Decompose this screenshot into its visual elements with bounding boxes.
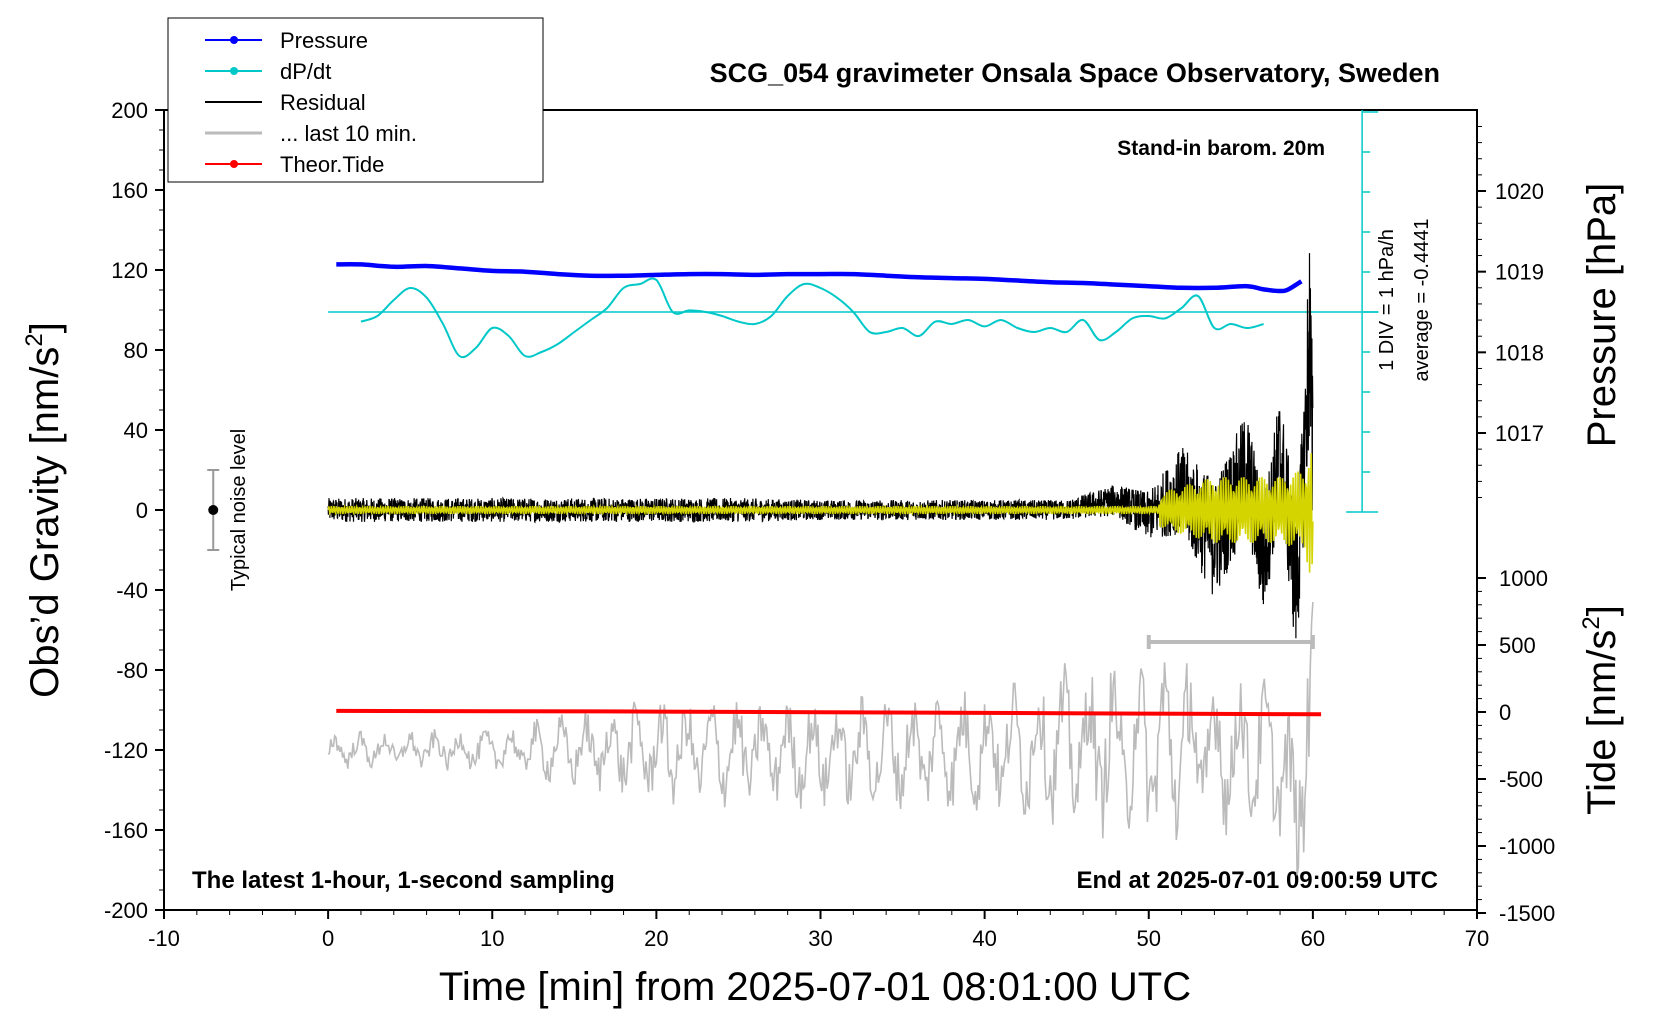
y-tide-tick-label: -1500	[1499, 901, 1555, 926]
x-tick-label: 0	[322, 926, 334, 951]
legend-marker	[230, 160, 238, 168]
y-pressure-tick-label: 1018	[1495, 340, 1544, 365]
y-pressure-tick-label: 1020	[1495, 179, 1544, 204]
x-tick-label: 30	[808, 926, 832, 951]
x-tick-label: 40	[972, 926, 996, 951]
y-left-tick-label: -80	[116, 658, 148, 683]
series-dp-dt	[360, 277, 1264, 359]
series-theor-tide	[336, 708, 1322, 717]
axis-ticks: -10 0 10 20 30 40 50 60 7020016012080400-40-80-1…	[104, 98, 1555, 951]
y-tide-tick-label: 500	[1499, 633, 1536, 658]
y-left-title-sup: 2	[21, 333, 48, 346]
legend-box	[167, 17, 544, 183]
legend-label: Theor.Tide	[280, 152, 384, 177]
x-tick-label: 50	[1137, 926, 1161, 951]
y-left-tick-label: 80	[124, 338, 148, 363]
y-left-title-main: Obs’d Gravity [nm/s	[23, 347, 67, 698]
y-left-tick-label: -200	[104, 898, 148, 923]
legend-label: dP/dt	[280, 59, 331, 84]
y-left-axis-title: Obs’d Gravity [nm/s2]	[21, 322, 67, 698]
chart-title: SCG_054 gravimeter Onsala Space Observat…	[710, 58, 1440, 88]
y-tide-axis-title: Tide [nm/s2]	[1578, 605, 1624, 815]
x-tick-label: 20	[644, 926, 668, 951]
y-left-tick-label: 40	[124, 418, 148, 443]
series-last-10-min	[327, 601, 1314, 876]
x-tick-label: -10	[148, 926, 180, 951]
y-left-tick-label: -160	[104, 818, 148, 843]
y-left-title-close: ]	[23, 322, 67, 333]
y-tide-tick-label: -500	[1499, 767, 1543, 792]
data-series	[207, 110, 1379, 876]
average-label: average = -0.4441	[1411, 219, 1433, 382]
legend-label: ... last 10 min.	[280, 121, 417, 146]
x-tick-label: 60	[1301, 926, 1325, 951]
legend-marker	[230, 36, 238, 44]
y-left-tick-label: 120	[111, 258, 148, 283]
y-left-tick-label: -120	[104, 738, 148, 763]
series-residual-smoothed	[327, 453, 1314, 573]
noise-label: Typical noise level	[228, 429, 250, 591]
x-tick-label: 10	[480, 926, 504, 951]
end-time-label: End at 2025-07-01 09:00:59 UTC	[1077, 867, 1439, 894]
y-left-tick-label: -40	[116, 578, 148, 603]
y-pressure-axis-title: Pressure [hPa]	[1580, 183, 1624, 448]
legend-items: Pressure dP/dt Residual ... last 10 min. The…	[205, 28, 417, 177]
x-axis-title: Time [min] from 2025-07-01 08:01:00 UTC	[439, 965, 1191, 1009]
y-tide-tick-label: 0	[1499, 700, 1511, 725]
y-tide-tick-label: -1000	[1499, 834, 1555, 859]
y-tide-title-sup: 2	[1578, 616, 1605, 629]
y-tide-title-main: Tide [nm/s	[1580, 630, 1624, 815]
legend-label: Pressure	[280, 28, 368, 53]
y-left-tick-label: 200	[111, 98, 148, 123]
barometer-label: Stand-in barom. 20m	[1117, 137, 1325, 160]
series-residual	[327, 253, 1314, 639]
y-tide-title-close: ]	[1580, 605, 1624, 616]
y-pressure-tick-label: 1017	[1495, 421, 1544, 446]
y-left-tick-label: 160	[111, 178, 148, 203]
y-tide-tick-label: 1000	[1499, 566, 1548, 591]
series-pressure	[336, 261, 1303, 294]
x-tick-label: 70	[1465, 926, 1489, 951]
y-left-tick-label: 0	[136, 498, 148, 523]
legend: Pressure dP/dt Residual ... last 10 min. The…	[167, 17, 544, 183]
noise-bar-center	[208, 505, 219, 515]
y-pressure-tick-label: 1019	[1495, 260, 1544, 285]
div-label: 1 DIV = 1 hPa/h	[1376, 229, 1398, 371]
legend-label: Residual	[280, 90, 366, 115]
legend-marker	[230, 67, 238, 75]
latest-hour-label: The latest 1-hour, 1-second sampling	[192, 867, 615, 894]
